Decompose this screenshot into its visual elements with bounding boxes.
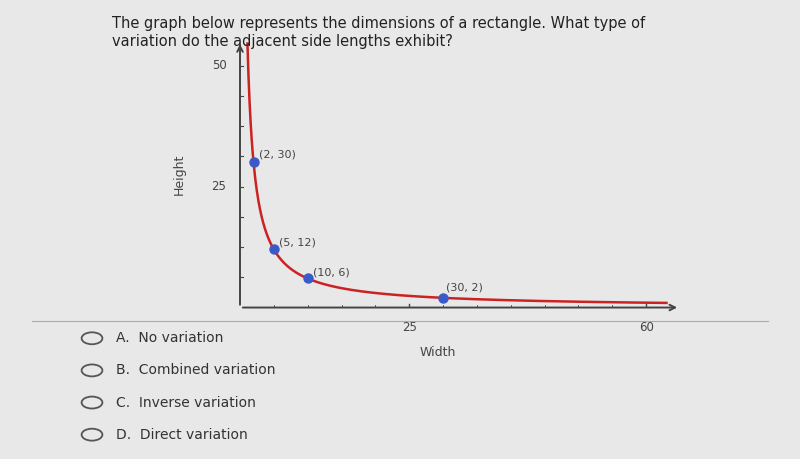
Text: B.  Combined variation: B. Combined variation	[116, 364, 275, 377]
Text: (2, 30): (2, 30)	[259, 150, 296, 160]
Text: Height: Height	[173, 154, 186, 195]
Text: A.  No variation: A. No variation	[116, 331, 223, 345]
Text: D.  Direct variation: D. Direct variation	[116, 428, 248, 442]
Text: Width: Width	[420, 346, 456, 359]
Text: variation do the adjacent side lengths exhibit?: variation do the adjacent side lengths e…	[112, 34, 453, 50]
Text: 25: 25	[211, 180, 226, 193]
Text: (5, 12): (5, 12)	[279, 237, 316, 247]
Text: 25: 25	[402, 321, 417, 334]
Text: (30, 2): (30, 2)	[446, 282, 483, 292]
Text: 60: 60	[638, 321, 654, 334]
Text: C.  Inverse variation: C. Inverse variation	[116, 396, 256, 409]
Text: The graph below represents the dimensions of a rectangle. What type of: The graph below represents the dimension…	[112, 16, 645, 31]
Text: (10, 6): (10, 6)	[313, 267, 350, 277]
Text: 50: 50	[212, 59, 226, 72]
